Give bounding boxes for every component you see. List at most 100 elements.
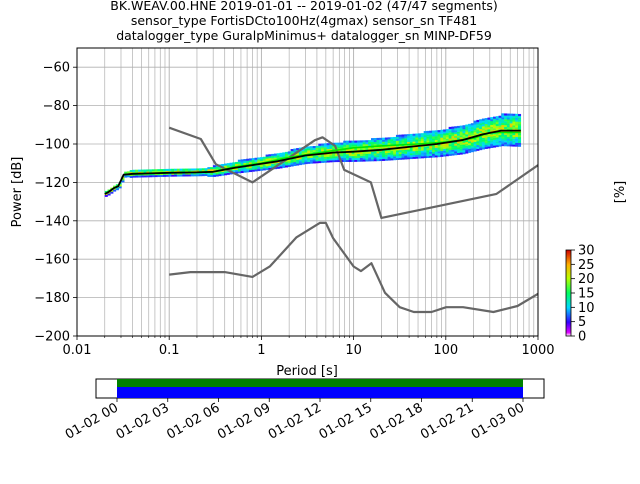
heatmap-cell	[454, 141, 458, 144]
heatmap-cell	[110, 191, 114, 194]
heatmap-cell	[390, 152, 394, 155]
heatmap-cell	[481, 141, 485, 144]
heatmap-cell	[501, 138, 505, 141]
heatmap-cell	[348, 157, 352, 161]
heatmap-cell	[487, 129, 491, 132]
heatmap-cell	[456, 143, 461, 146]
heatmap-cell	[515, 134, 519, 138]
heatmap-cell	[251, 167, 255, 170]
heatmap-cell	[454, 135, 458, 138]
heatmap-cell	[437, 130, 441, 133]
heatmap-cell	[506, 119, 510, 122]
heatmap-cell	[307, 161, 311, 164]
heatmap-cell	[506, 132, 510, 135]
heatmap-cell	[309, 151, 314, 155]
heatmap-cell	[182, 174, 186, 177]
heatmap-cell	[162, 170, 167, 174]
heatmap-cell	[445, 144, 449, 147]
heatmap-cell	[423, 132, 427, 136]
heatmap-cell	[484, 118, 488, 121]
heatmap-cell	[390, 140, 394, 144]
heatmap-cell	[257, 168, 261, 172]
heatmap-cell	[462, 132, 466, 136]
heatmap-cell	[260, 168, 264, 171]
heatmap-cell	[517, 138, 522, 142]
heatmap-cell	[412, 137, 416, 140]
heatmap-cell	[418, 154, 422, 157]
heatmap-cell	[323, 149, 327, 152]
heatmap-cell	[420, 140, 424, 143]
heatmap-cell	[462, 152, 466, 155]
heatmap-cell	[454, 133, 458, 137]
heatmap-cell	[201, 174, 205, 177]
heatmap-cell	[229, 164, 233, 167]
heatmap-cell	[512, 144, 516, 147]
heatmap-cell	[315, 145, 319, 148]
heatmap-cell	[415, 133, 419, 136]
heatmap-cell	[196, 174, 200, 177]
heatmap-cell	[487, 144, 491, 147]
heatmap-cell	[432, 138, 436, 141]
heatmap-cell	[285, 155, 289, 158]
heatmap-cell	[401, 136, 405, 139]
heatmap-cell	[512, 119, 516, 122]
heatmap-cell	[448, 138, 452, 141]
heatmap-cell	[187, 170, 192, 173]
heatmap-cell	[307, 146, 311, 149]
heatmap-cell	[215, 166, 219, 169]
heatmap-cell	[298, 147, 302, 150]
heatmap-cell	[365, 157, 369, 160]
heatmap-cell	[429, 147, 433, 151]
heatmap-cell	[290, 164, 294, 167]
heatmap-cell	[362, 147, 366, 151]
heatmap-cell	[118, 184, 122, 187]
heatmap-cell	[124, 175, 128, 178]
heatmap-cell	[307, 159, 311, 162]
heatmap-cell	[517, 117, 522, 120]
heatmap-cell	[440, 135, 444, 138]
heatmap-cell	[185, 172, 189, 175]
noise-model-high-curve	[168, 126, 538, 219]
heatmap-cell	[451, 149, 455, 152]
heatmap-cell	[468, 129, 472, 132]
colorbar-tick-label: 30	[578, 244, 595, 259]
heatmap-cell	[506, 123, 510, 126]
heatmap-cell	[285, 163, 289, 166]
heatmap-cell	[481, 135, 485, 138]
heatmap-cell	[479, 142, 483, 145]
heatmap-cell	[165, 170, 169, 173]
heatmap-cell	[246, 166, 250, 169]
heatmap-cell	[512, 127, 516, 130]
heatmap-cell	[443, 129, 447, 132]
heatmap-cell	[420, 138, 424, 142]
heatmap-cell	[168, 172, 172, 175]
heatmap-cell	[312, 155, 316, 158]
heatmap-cell	[509, 140, 513, 143]
heatmap-cell	[370, 140, 375, 143]
heatmap-cell	[412, 141, 416, 144]
heatmap-cell	[357, 140, 361, 143]
heatmap-cell	[268, 154, 272, 157]
heatmap-cell	[196, 172, 200, 175]
heatmap-cell	[357, 153, 361, 157]
heatmap-cell	[429, 146, 433, 149]
heatmap-cell	[501, 126, 505, 129]
heatmap-cell	[443, 137, 447, 140]
heatmap-cell	[473, 139, 477, 142]
heatmap-cell	[440, 147, 444, 150]
heatmap-cell	[337, 146, 341, 149]
heatmap-cell	[484, 125, 488, 128]
heatmap-cell	[329, 148, 333, 151]
heatmap-cell	[279, 156, 283, 159]
heatmap-cell	[437, 149, 441, 152]
heatmap-cell	[359, 148, 363, 151]
heatmap-cell	[468, 139, 472, 142]
y-tick-label: −120	[34, 176, 70, 191]
heatmap-cell	[376, 147, 380, 150]
heatmap-cell	[459, 135, 463, 138]
heatmap-cell	[376, 155, 380, 158]
heatmap-cell	[426, 138, 430, 141]
timeline-blue-bar	[117, 387, 523, 398]
colorbar-tick-label: 20	[578, 272, 595, 287]
heatmap-cell	[149, 171, 153, 174]
